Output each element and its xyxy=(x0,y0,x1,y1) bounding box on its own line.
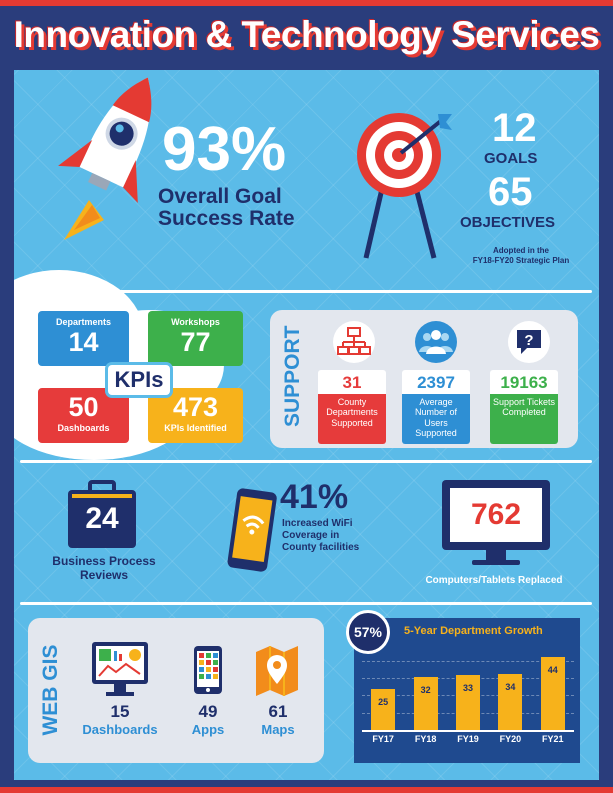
dashboard-monitor-icon xyxy=(92,642,148,696)
kpi-label: Dashboards xyxy=(57,423,110,433)
kpi-center-badge: KPIs xyxy=(108,365,170,395)
section-divider xyxy=(20,460,592,463)
support-card-users: 2397 Average Number of Users Supported xyxy=(402,370,470,444)
webgis-maps-value: 61 xyxy=(268,702,288,721)
map-pin-icon xyxy=(256,646,298,696)
reviews-value: 24 xyxy=(85,502,119,535)
users-icon xyxy=(415,321,457,363)
support-card-value: 2397 xyxy=(417,373,455,392)
briefcase-icon xyxy=(68,480,136,548)
support-card-value: 31 xyxy=(342,373,362,392)
chart-value-label: 44 xyxy=(547,665,558,676)
objectives-value: 65 xyxy=(488,170,533,214)
support-card-value: 19163 xyxy=(500,373,548,392)
computers-value: 762 xyxy=(470,498,522,531)
chart-tick-label: FY17 xyxy=(372,734,394,744)
chart-bar-fy18 xyxy=(413,677,438,730)
computers-label: Computers/Tablets Replaced xyxy=(425,575,563,586)
chart-bar-fy20 xyxy=(498,673,523,730)
kpi-value: 77 xyxy=(180,327,211,357)
chart-baseline xyxy=(362,730,574,732)
kpi-tile-departments: Departments 14 xyxy=(38,311,129,366)
chart-value-label: 33 xyxy=(462,683,473,694)
support-card-departments: 31 County Departments Supported xyxy=(318,370,386,444)
question-icon: ? xyxy=(508,321,550,363)
success-label-line-1: Overall Goal xyxy=(158,185,282,208)
kpi-value: 50 xyxy=(68,392,99,422)
plan-note-line-2: FY18-FY20 Strategic Plan xyxy=(472,256,570,266)
reviews-label: Business Process Reviews xyxy=(34,554,174,583)
chart-tick-label: FY18 xyxy=(414,734,437,744)
kpi-label: Workshops xyxy=(171,317,220,327)
reviews-label-line-2: Reviews xyxy=(79,568,129,583)
kpi-center-label: KPIs xyxy=(114,367,164,392)
webgis-dashboards-value: 15 xyxy=(110,702,130,721)
kpi-label: KPIs Identified xyxy=(164,423,227,433)
growth-badge-value: 57% xyxy=(353,624,383,640)
tablet-apps-icon xyxy=(194,646,222,694)
plan-note: Adopted in the FY18-FY20 Strategic Plan xyxy=(446,246,596,267)
chart-bar-fy17 xyxy=(371,688,396,730)
wifi-label-line-1: Increased WiFi xyxy=(282,518,353,529)
support-card-desc: Support Tickets Completed xyxy=(490,394,558,444)
webgis-apps-value: 49 xyxy=(198,702,218,721)
webgis-heading: WEB GIS xyxy=(28,630,74,750)
kpi-value: 473 xyxy=(172,392,219,422)
wifi-label: Increased WiFi Coverage in County facili… xyxy=(282,518,359,554)
phone-wifi-icon xyxy=(227,488,277,572)
reviews-label-line-1: Business Process xyxy=(52,554,156,568)
growth-chart-plot: 25 FY17 32 FY18 33 FY19 34 FY20 44 FY21 xyxy=(362,654,574,744)
wifi-label-line-3: County facilities xyxy=(282,542,360,553)
chart-gridline xyxy=(362,660,574,662)
support-heading: SUPPORT xyxy=(268,325,318,427)
section-divider xyxy=(20,602,592,605)
webgis-heading-text: WEB GIS xyxy=(39,644,62,736)
support-heading-text: SUPPORT xyxy=(281,325,304,427)
chart-bar-fy21 xyxy=(540,657,565,730)
objectives-label: OBJECTIVES xyxy=(460,214,556,231)
target-icon xyxy=(357,113,452,259)
chart-tick-label: FY19 xyxy=(457,734,479,744)
chart-tick-label: FY20 xyxy=(499,734,522,744)
main-panel: 93% Overall Goal Success Rate 12 GOALS 6… xyxy=(14,70,599,780)
chart-value-label: 25 xyxy=(378,696,389,707)
webgis-maps-label: Maps xyxy=(261,722,295,737)
wifi-value: 41% xyxy=(280,478,349,516)
page-title: Innovation & Technology Services xyxy=(13,14,600,55)
kpi-label: Departments xyxy=(55,317,111,327)
support-card-tickets: 19163 Support Tickets Completed xyxy=(490,370,558,444)
kpi-tile-kpis-identified: 473 KPIs Identified xyxy=(148,388,243,443)
growth-chart-box: 5-Year Department Growth 25 FY17 32 FY18 33 F… xyxy=(354,618,580,763)
chart-value-label: 34 xyxy=(505,681,516,692)
growth-chart-title: 5-Year Department Growth xyxy=(404,625,543,637)
webgis-dashboards-label: Dashboards xyxy=(82,722,158,737)
chart-value-label: 32 xyxy=(420,685,431,696)
support-card-desc: Average Number of Users Supported xyxy=(402,394,470,444)
chart-bar-fy19 xyxy=(456,675,480,730)
org-chart-icon xyxy=(333,321,375,363)
chart-tick-label: FY21 xyxy=(542,734,564,744)
plan-note-line-1: Adopted in the xyxy=(493,246,549,255)
growth-badge: 57% xyxy=(346,610,390,654)
kpi-tile-dashboards: 50 Dashboards xyxy=(38,388,129,443)
svg-text:?: ? xyxy=(524,332,533,349)
success-rate-value: 93% xyxy=(162,115,287,184)
success-rate-label: Overall Goal Success Rate xyxy=(158,185,295,231)
goals-label: GOALS xyxy=(484,150,538,167)
webgis-apps-label: Apps xyxy=(191,722,225,737)
section-divider xyxy=(20,290,592,293)
kpi-tile-workshops: Workshops 77 xyxy=(148,311,243,366)
success-label-line-2: Success Rate xyxy=(158,207,295,231)
monitor-icon xyxy=(442,480,550,565)
goals-value: 12 xyxy=(492,106,537,150)
rocket-icon xyxy=(58,77,152,240)
kpi-value: 14 xyxy=(68,327,99,357)
wifi-label-line-2: Coverage in xyxy=(282,530,340,541)
support-card-desc: County Departments Supported xyxy=(318,394,386,444)
